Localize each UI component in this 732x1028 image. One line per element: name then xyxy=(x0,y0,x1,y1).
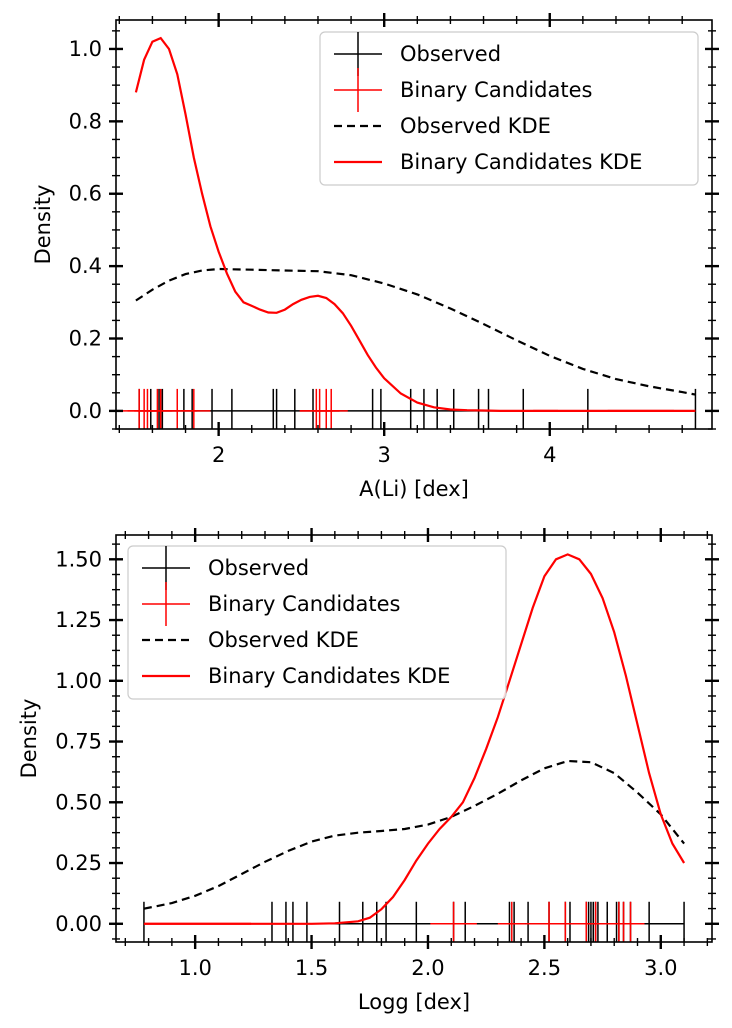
chart-panel-1: 2 3 4 0.0 0.2 0.4 0.6 0.8 1.0 A(Li) [dex] Density O… xyxy=(31,13,719,501)
axes-frame xyxy=(115,534,713,943)
x-tick-label: 1.5 xyxy=(295,956,328,980)
x-tick-label: 2.0 xyxy=(411,956,444,980)
y-tick-label: 1.0 xyxy=(69,37,102,61)
plot-area xyxy=(122,36,697,429)
y-tick-label: 1.50 xyxy=(55,547,102,571)
binary-candidates-kde-line xyxy=(134,36,696,412)
y-tick-label: 1.00 xyxy=(55,669,102,693)
y-tick-label: 0.00 xyxy=(55,912,102,936)
legend-label: Observed xyxy=(400,42,501,66)
legend-label: Binary Candidates KDE xyxy=(400,150,642,174)
y-tick-label: 0.75 xyxy=(55,730,102,754)
observed-kde-line xyxy=(135,267,696,396)
y-tick-label: 0.6 xyxy=(69,182,102,206)
y-tick-label: 0.0 xyxy=(69,399,102,423)
legend-label: Observed xyxy=(208,556,309,580)
x-tick-label: 3.0 xyxy=(644,956,677,980)
legend-frame xyxy=(319,31,699,186)
y-axis-label: Density xyxy=(31,185,55,265)
legend: Observed Binary Candidates Observed KDE Bin… xyxy=(127,545,507,700)
x-tick-label: 3 xyxy=(378,443,391,467)
legend-label: Binary Candidates xyxy=(208,592,400,616)
x-tick-label: 1.0 xyxy=(178,956,211,980)
legend-frame xyxy=(127,545,507,700)
x-axis-label: Logg [dex] xyxy=(358,990,470,1014)
x-tick-label: 4 xyxy=(543,443,556,467)
chart-panel-2: 1.0 1.5 2.0 2.5 3.0 0.00 0.25 0.50 0.75 1.00 1.25 1… xyxy=(17,528,719,1014)
y-tick-label: 0.25 xyxy=(55,851,102,875)
y-tick-label: 0.8 xyxy=(69,109,102,133)
legend-label: Binary Candidates KDE xyxy=(208,664,450,688)
binary-candidates-kde-line xyxy=(143,553,686,925)
x-tick-label: 2 xyxy=(212,443,225,467)
axes-frame xyxy=(115,19,713,430)
observed-kde-line xyxy=(143,759,685,910)
y-tick-label: 0.2 xyxy=(69,327,102,351)
legend-label: Observed KDE xyxy=(208,628,359,652)
y-axis-label: Density xyxy=(17,699,41,779)
y-tick-label: 0.50 xyxy=(55,790,102,814)
x-axis-label: A(Li) [dex] xyxy=(359,477,469,501)
legend: Observed Binary Candidates Observed KDE Bin… xyxy=(319,31,699,186)
legend-label: Observed KDE xyxy=(400,114,551,138)
plot-area xyxy=(143,553,686,942)
y-tick-label: 1.25 xyxy=(55,608,102,632)
y-tick-label: 0.4 xyxy=(69,254,102,278)
legend-label: Binary Candidates xyxy=(400,78,592,102)
x-tick-label: 2.5 xyxy=(528,956,561,980)
